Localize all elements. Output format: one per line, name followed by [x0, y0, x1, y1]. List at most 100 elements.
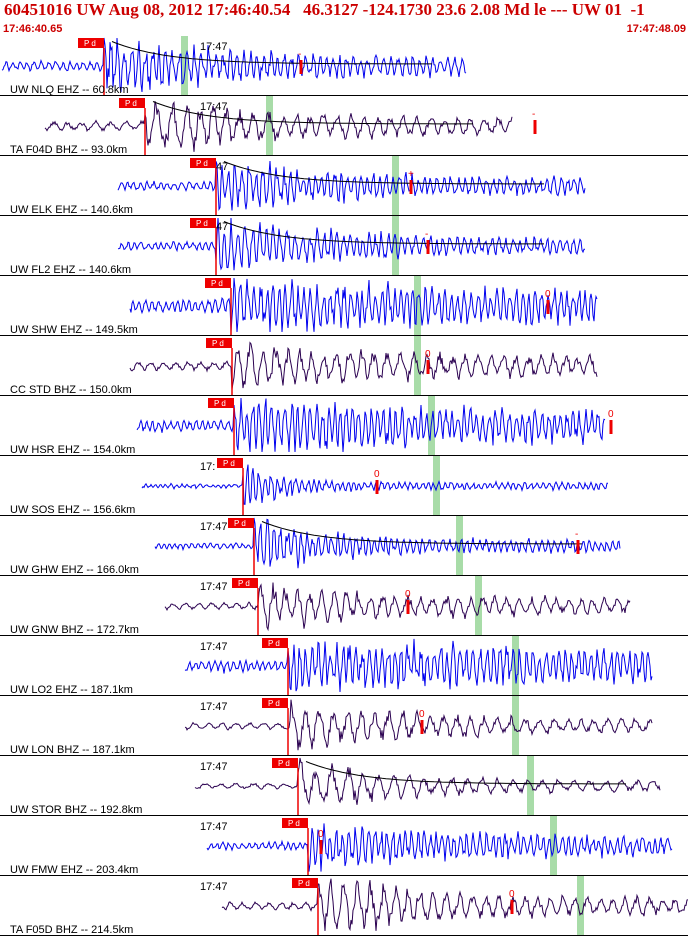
p-pick-flag[interactable] — [190, 158, 216, 168]
trace-panel[interactable]: P d 17:47 - UW NLQ EHZ -- 60.8km — [0, 36, 688, 96]
s-wave-marker — [512, 696, 519, 755]
s-wave-marker — [266, 96, 273, 155]
amplitude-marker-label: - — [298, 49, 301, 60]
p-pick-label: P d — [288, 819, 300, 828]
s-wave-marker — [414, 276, 421, 335]
station-label: UW GHW EHZ -- 166.0km — [10, 564, 139, 576]
waveform-trace[interactable] — [117, 160, 586, 212]
p-pick-flag[interactable] — [205, 278, 231, 288]
amplitude-marker-label: 0 — [545, 289, 551, 300]
p-pick-label: P d — [125, 99, 137, 108]
waveform-trace[interactable] — [1, 37, 467, 93]
minute-tick-label: 17:47 — [200, 41, 228, 53]
station-label: UW LO2 EHZ -- 187.1km — [10, 684, 133, 696]
minute-tick-label: 17:47 — [200, 701, 228, 713]
waveform-trace[interactable] — [141, 464, 608, 505]
waveform-trace[interactable] — [184, 638, 653, 693]
trace-panel[interactable]: P d 17:47 0 TA F05D BHZ -- 214.5km — [0, 876, 688, 936]
station-label: UW SOS EHZ -- 156.6km — [10, 504, 135, 516]
amplitude-marker — [576, 540, 580, 554]
amplitude-marker-label: 0 — [374, 469, 380, 480]
p-pick-label: P d — [268, 639, 280, 648]
waveform-trace[interactable] — [154, 517, 621, 569]
p-pick-label: P d — [214, 399, 226, 408]
trace-panel[interactable]: P d 47 - UW FL2 EHZ -- 140.6km — [0, 216, 688, 276]
p-pick-flag[interactable] — [119, 98, 145, 108]
amplitude-marker-label: - — [575, 529, 578, 540]
waveform-trace[interactable] — [206, 823, 673, 872]
amplitude-marker-label: 0 — [419, 709, 425, 720]
trace-panel[interactable]: P d 17:47 UW LO2 EHZ -- 187.1km — [0, 636, 688, 696]
s-wave-marker — [512, 636, 519, 695]
waveform-trace[interactable] — [136, 397, 606, 453]
trace-panel[interactable]: P d 0 CC STD BHZ -- 150.0km — [0, 336, 688, 396]
trace-panel[interactable]: P d 17:47 0 UW FMW EHZ -- 203.4km — [0, 816, 688, 876]
trace-panel[interactable]: P d 17:47 - TA F04D BHZ -- 93.0km — [0, 96, 688, 156]
p-pick-flag[interactable] — [228, 518, 254, 528]
trace-panel[interactable]: P d 47 + UW ELK EHZ -- 140.6km — [0, 156, 688, 216]
minute-tick-label: 17:47 — [200, 581, 228, 593]
p-pick-flag[interactable] — [190, 218, 216, 228]
minute-tick-label: 17:47 — [200, 881, 228, 893]
amplitude-marker — [375, 480, 379, 494]
p-pick-flag[interactable] — [282, 818, 308, 828]
minute-tick-label: 47 — [216, 221, 228, 233]
amplitude-marker — [406, 600, 410, 614]
p-pick-flag[interactable] — [232, 578, 258, 588]
p-pick-flag[interactable] — [208, 398, 234, 408]
trace-panel[interactable]: P d 0 UW SHW EHZ -- 149.5km — [0, 276, 688, 336]
waveform-trace[interactable] — [129, 341, 598, 390]
waveform-trace[interactable] — [44, 100, 513, 152]
p-pick-label: P d — [196, 219, 208, 228]
end-time-label: 17:47:48.09 — [626, 23, 686, 35]
coda-curve — [223, 221, 544, 245]
station-label: UW LON BHZ -- 187.1km — [10, 744, 135, 756]
waveform-trace[interactable] — [117, 217, 585, 271]
p-pick-flag[interactable] — [206, 338, 232, 348]
amplitude-marker-label: + — [408, 169, 414, 180]
amplitude-marker-label: 0 — [405, 589, 411, 600]
p-pick-flag[interactable] — [272, 758, 298, 768]
station-label: UW FL2 EHZ -- 140.6km — [10, 264, 131, 276]
station-label: UW GNW BHZ -- 172.7km — [10, 624, 139, 636]
amplitude-marker-label: - — [532, 109, 535, 120]
waveform-trace[interactable] — [164, 582, 631, 632]
waveform-trace[interactable] — [184, 699, 653, 751]
coda-curve — [223, 161, 544, 185]
amplitude-marker — [420, 720, 424, 734]
minute-tick-label: 17:47 — [200, 101, 228, 113]
p-pick-label: P d — [234, 519, 246, 528]
trace-panel[interactable]: P d 17:47 0 UW LON BHZ -- 187.1km — [0, 696, 688, 756]
amplitude-marker — [426, 360, 430, 374]
p-pick-label: P d — [298, 879, 310, 888]
trace-panel[interactable]: P d 0 UW HSR EHZ -- 154.0km — [0, 396, 688, 456]
amplitude-marker-label: 0 — [608, 409, 614, 420]
amplitude-marker-label: 0 — [425, 349, 431, 360]
event-header: 60451016 UW Aug 08, 2012 17:46:40.54 46.… — [0, 0, 688, 38]
amplitude-marker-label: 0 — [318, 829, 324, 840]
waveform-trace[interactable] — [129, 277, 598, 333]
trace-panel[interactable]: P d 17: 0 UW SOS EHZ -- 156.6km — [0, 456, 688, 516]
p-pick-flag[interactable] — [217, 458, 243, 468]
station-label: UW SHW EHZ -- 149.5km — [10, 324, 138, 336]
s-wave-marker — [475, 576, 482, 635]
station-label: UW HSR EHZ -- 154.0km — [10, 444, 135, 456]
p-pick-flag[interactable] — [292, 878, 318, 888]
s-wave-marker — [392, 156, 399, 215]
s-wave-marker — [527, 756, 534, 815]
trace-panel[interactable]: P d 17:47 UW STOR BHZ -- 192.8km — [0, 756, 688, 816]
waveform-trace[interactable] — [194, 757, 661, 806]
trace-panel[interactable]: P d 17:47 - UW GHW EHZ -- 166.0km — [0, 516, 688, 576]
p-pick-flag[interactable] — [262, 698, 288, 708]
s-wave-marker — [433, 456, 440, 515]
s-wave-marker — [577, 876, 584, 935]
p-pick-label: P d — [268, 699, 280, 708]
amplitude-marker — [510, 900, 514, 914]
waveform-trace[interactable] — [221, 878, 688, 932]
station-label: TA F04D BHZ -- 93.0km — [10, 144, 127, 156]
amplitude-marker — [546, 300, 550, 314]
p-pick-flag[interactable] — [78, 38, 104, 48]
trace-panel[interactable]: P d 17:47 0 UW GNW BHZ -- 172.7km — [0, 576, 688, 636]
p-pick-flag[interactable] — [262, 638, 288, 648]
